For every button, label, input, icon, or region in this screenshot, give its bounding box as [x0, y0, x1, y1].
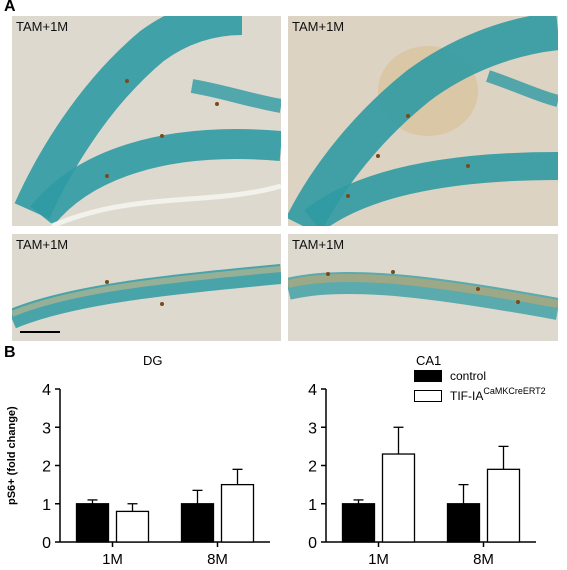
- y-tick-label: 4: [308, 382, 317, 399]
- micrograph-ca1-control: TAM+1M: [12, 234, 281, 341]
- bar-mutant-1M: [381, 453, 416, 543]
- legend-swatch-mutant: [414, 390, 442, 402]
- ca1-control-stain: [12, 264, 281, 329]
- micrograph-ca1-mutant: TAM+1M: [288, 234, 558, 341]
- legend-label-control: control: [450, 369, 487, 383]
- chart-title-ca1: CA1: [416, 353, 442, 368]
- y-tick-label: 3: [308, 420, 317, 437]
- x-tick-label: 8M: [207, 551, 228, 568]
- y-tick-label: 1: [42, 497, 51, 514]
- legend-item-control: control: [414, 366, 546, 386]
- y-tick-label: 4: [42, 382, 51, 399]
- micrograph-label: TAM+1M: [292, 237, 345, 252]
- chart-dg: 0 1 2 3 4 1M 8M: [42, 382, 270, 568]
- legend: control TIF-IA CaMKCreERT2: [414, 366, 546, 406]
- bar-mutant-1M: [115, 510, 150, 543]
- y-tick-label: 1: [308, 497, 317, 514]
- legend-item-mutant: TIF-IA CaMKCreERT2: [414, 386, 546, 406]
- y-axis-label: pS6+ (fold change): [6, 406, 18, 505]
- y-tick-label: 2: [42, 459, 51, 476]
- panel-b-letter: B: [4, 344, 16, 361]
- y-tick-label: 3: [42, 420, 51, 437]
- x-tick-label: 8M: [473, 551, 494, 568]
- legend-label-mutant: TIF-IA: [450, 389, 484, 403]
- legend-label-mutant-superscript: CaMKCreERT2: [483, 386, 546, 396]
- bar-control-8M: [446, 503, 481, 543]
- micrograph-label: TAM+1M: [292, 19, 345, 34]
- dg-control-stain: [14, 16, 281, 226]
- bar-control-8M: [180, 503, 215, 543]
- micrograph-dg-mutant: TAM+1M: [288, 16, 558, 226]
- micrograph-label: TAM+1M: [16, 19, 69, 34]
- y-tick-label: 0: [308, 535, 317, 552]
- y-tick-label: 2: [308, 459, 317, 476]
- chart-ca1: 0 1 2 3 4 1M 8M: [308, 382, 536, 568]
- x-tick-label: 1M: [368, 551, 389, 568]
- ca1-mutant-stain: [288, 270, 558, 320]
- y-tick-label: 0: [42, 535, 51, 552]
- bar-mutant-8M: [220, 483, 255, 543]
- bar-mutant-8M: [486, 468, 521, 543]
- dg-mutant-stain: [288, 16, 558, 226]
- micrograph-label: TAM+1M: [16, 237, 69, 252]
- chart-title-dg: DG: [143, 353, 163, 368]
- scale-bar: [20, 331, 60, 333]
- legend-swatch-control: [414, 370, 442, 382]
- micrograph-dg-control: TAM+1M: [12, 16, 281, 226]
- bar-control-1M: [75, 503, 110, 543]
- x-tick-label: 1M: [102, 551, 123, 568]
- bar-control-1M: [341, 503, 376, 543]
- panel-a-letter: A: [4, 0, 16, 15]
